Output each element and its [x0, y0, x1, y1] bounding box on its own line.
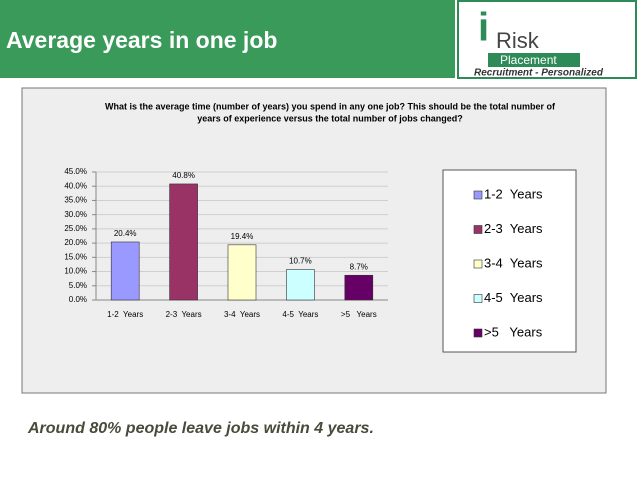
- legend-swatch: [473, 190, 483, 200]
- legend-swatch: [473, 294, 483, 303]
- y-tick-label: 30.0%: [64, 210, 87, 219]
- caption: Around 80% people leave jobs within 4 ye…: [27, 420, 374, 437]
- legend-label: 3-4 Years: [484, 255, 543, 270]
- x-tick-label: 1-2 Years: [107, 310, 143, 319]
- bar: [169, 183, 198, 301]
- bar: [344, 274, 374, 301]
- y-tick-label: 5.0%: [69, 281, 87, 290]
- logo-name: Risk: [496, 28, 540, 53]
- legend-label: 1-2 Years: [484, 186, 543, 201]
- value-label: 19.4%: [231, 232, 254, 241]
- y-tick-label: 20.0%: [64, 238, 87, 247]
- value-label: 20.4%: [114, 229, 137, 238]
- bar: [286, 269, 315, 301]
- x-tick-label: 4-5 Years: [282, 310, 318, 319]
- logo-band: [488, 53, 580, 67]
- y-tick-label: 25.0%: [64, 224, 87, 233]
- header-bar: [0, 0, 455, 78]
- x-tick-label: 3-4 Years: [224, 310, 260, 319]
- legend-label: 2-3 Years: [484, 221, 543, 236]
- legend-box: [442, 169, 577, 353]
- x-tick-label: >5 Years: [341, 310, 377, 319]
- bar: [110, 241, 140, 301]
- y-tick-label: 0.0%: [69, 295, 87, 304]
- legend-label: 4-5 Years: [484, 290, 543, 305]
- legend-label: >5 Years: [484, 324, 543, 339]
- y-tick-label: 45.0%: [64, 167, 87, 176]
- legend-swatch: [473, 328, 483, 338]
- logo-tagline: Recruitment - Personalized: [474, 68, 604, 79]
- slide-title: Average years in one job: [6, 27, 277, 53]
- y-tick-label: 15.0%: [64, 252, 87, 261]
- legend-swatch: [473, 259, 483, 269]
- y-tick-label: 35.0%: [64, 196, 87, 205]
- legend-swatch: [473, 225, 483, 234]
- chart-subtitle: years of experience versus the total num…: [197, 113, 463, 123]
- value-label: 10.7%: [289, 257, 312, 266]
- value-label: 8.7%: [350, 262, 368, 271]
- logo-sub: Placement: [500, 53, 557, 67]
- value-label: 40.8%: [172, 171, 195, 180]
- y-tick-label: 40.0%: [64, 181, 87, 190]
- x-tick-label: 2-3 Years: [166, 310, 202, 319]
- bar: [227, 244, 257, 301]
- y-tick-label: 10.0%: [64, 267, 87, 276]
- chart-title: What is the average time (number of year…: [105, 101, 556, 111]
- logo-mark: i: [478, 6, 489, 50]
